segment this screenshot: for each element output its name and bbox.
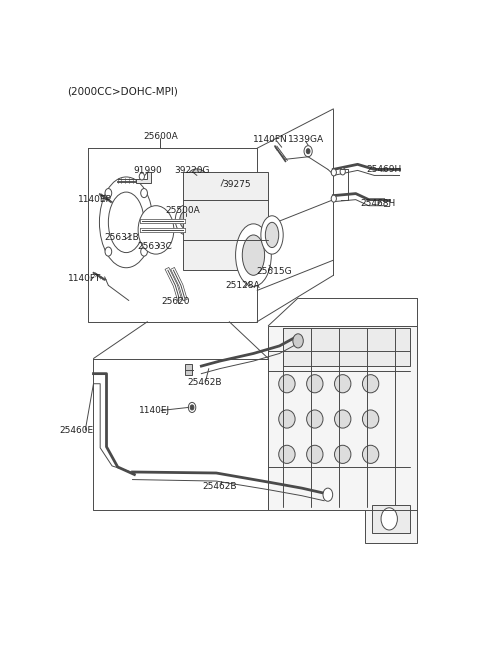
Text: 25631B: 25631B bbox=[104, 233, 139, 242]
Ellipse shape bbox=[265, 222, 279, 248]
Text: 39220G: 39220G bbox=[174, 166, 210, 175]
Text: 1339GA: 1339GA bbox=[288, 135, 324, 143]
Circle shape bbox=[138, 206, 174, 254]
Ellipse shape bbox=[261, 215, 283, 254]
Circle shape bbox=[141, 247, 147, 256]
Text: 25500A: 25500A bbox=[166, 206, 200, 215]
Text: 25620: 25620 bbox=[161, 297, 190, 306]
Ellipse shape bbox=[189, 174, 205, 187]
Ellipse shape bbox=[307, 445, 323, 464]
Bar bbox=[372, 505, 409, 533]
Circle shape bbox=[340, 168, 345, 175]
Polygon shape bbox=[136, 172, 151, 183]
Text: 25462B: 25462B bbox=[188, 378, 222, 386]
Text: 25462B: 25462B bbox=[203, 481, 237, 491]
Circle shape bbox=[105, 247, 112, 256]
Text: 25469H: 25469H bbox=[366, 165, 401, 174]
Text: 1140EJ: 1140EJ bbox=[139, 406, 170, 415]
Bar bbox=[283, 328, 409, 366]
Bar bbox=[183, 172, 268, 271]
Circle shape bbox=[188, 402, 196, 413]
Bar bbox=[185, 364, 192, 375]
Ellipse shape bbox=[307, 375, 323, 393]
Ellipse shape bbox=[236, 224, 271, 286]
Ellipse shape bbox=[307, 410, 323, 428]
Ellipse shape bbox=[335, 445, 351, 464]
Text: 25460E: 25460E bbox=[60, 426, 94, 435]
Ellipse shape bbox=[108, 192, 144, 253]
Ellipse shape bbox=[242, 235, 264, 275]
Text: 1140EP: 1140EP bbox=[78, 195, 112, 204]
Circle shape bbox=[323, 488, 333, 501]
Text: 25128A: 25128A bbox=[225, 281, 260, 290]
Ellipse shape bbox=[362, 410, 379, 428]
Ellipse shape bbox=[279, 445, 295, 464]
Ellipse shape bbox=[335, 375, 351, 393]
Ellipse shape bbox=[279, 375, 295, 393]
Circle shape bbox=[293, 334, 303, 348]
Circle shape bbox=[381, 508, 397, 530]
Text: 39275: 39275 bbox=[222, 180, 251, 189]
Text: 91990: 91990 bbox=[133, 166, 162, 175]
Text: 25615G: 25615G bbox=[256, 267, 292, 276]
Circle shape bbox=[331, 169, 336, 176]
Text: 25468H: 25468H bbox=[360, 198, 396, 208]
Circle shape bbox=[175, 205, 198, 235]
Text: 1140FN: 1140FN bbox=[253, 135, 288, 143]
Circle shape bbox=[139, 173, 144, 180]
Circle shape bbox=[306, 149, 310, 154]
Text: (2000CC>DOHC-MPI): (2000CC>DOHC-MPI) bbox=[67, 86, 178, 96]
Circle shape bbox=[304, 145, 312, 157]
Ellipse shape bbox=[189, 169, 205, 181]
Ellipse shape bbox=[362, 445, 379, 464]
Ellipse shape bbox=[335, 410, 351, 428]
Polygon shape bbox=[268, 326, 417, 542]
Text: 25600A: 25600A bbox=[143, 132, 178, 141]
Text: 1140FT: 1140FT bbox=[68, 274, 101, 284]
Ellipse shape bbox=[279, 410, 295, 428]
Circle shape bbox=[141, 189, 147, 198]
Bar bbox=[190, 175, 204, 187]
Circle shape bbox=[105, 189, 112, 198]
Circle shape bbox=[190, 405, 194, 410]
Circle shape bbox=[331, 195, 336, 202]
Ellipse shape bbox=[99, 177, 153, 268]
Text: 25633C: 25633C bbox=[137, 242, 172, 251]
Ellipse shape bbox=[362, 375, 379, 393]
Circle shape bbox=[180, 211, 193, 229]
